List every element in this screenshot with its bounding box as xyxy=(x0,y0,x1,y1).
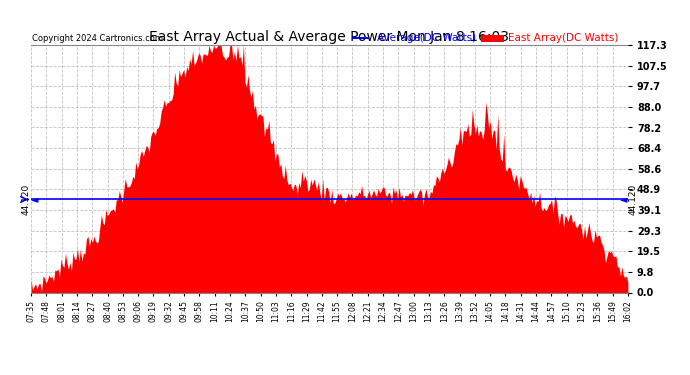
Text: 44.120: 44.120 xyxy=(21,184,30,215)
Text: 44.120: 44.120 xyxy=(629,184,638,215)
Text: Copyright 2024 Cartronics.com: Copyright 2024 Cartronics.com xyxy=(32,33,163,42)
Text: ◄: ◄ xyxy=(620,194,628,204)
Text: ◄: ◄ xyxy=(31,194,39,204)
Title: East Array Actual & Average Power Mon Jan 8 16:03: East Array Actual & Average Power Mon Ja… xyxy=(150,30,509,44)
Legend: Average(DC Watts), East Array(DC Watts): Average(DC Watts), East Array(DC Watts) xyxy=(348,29,622,48)
